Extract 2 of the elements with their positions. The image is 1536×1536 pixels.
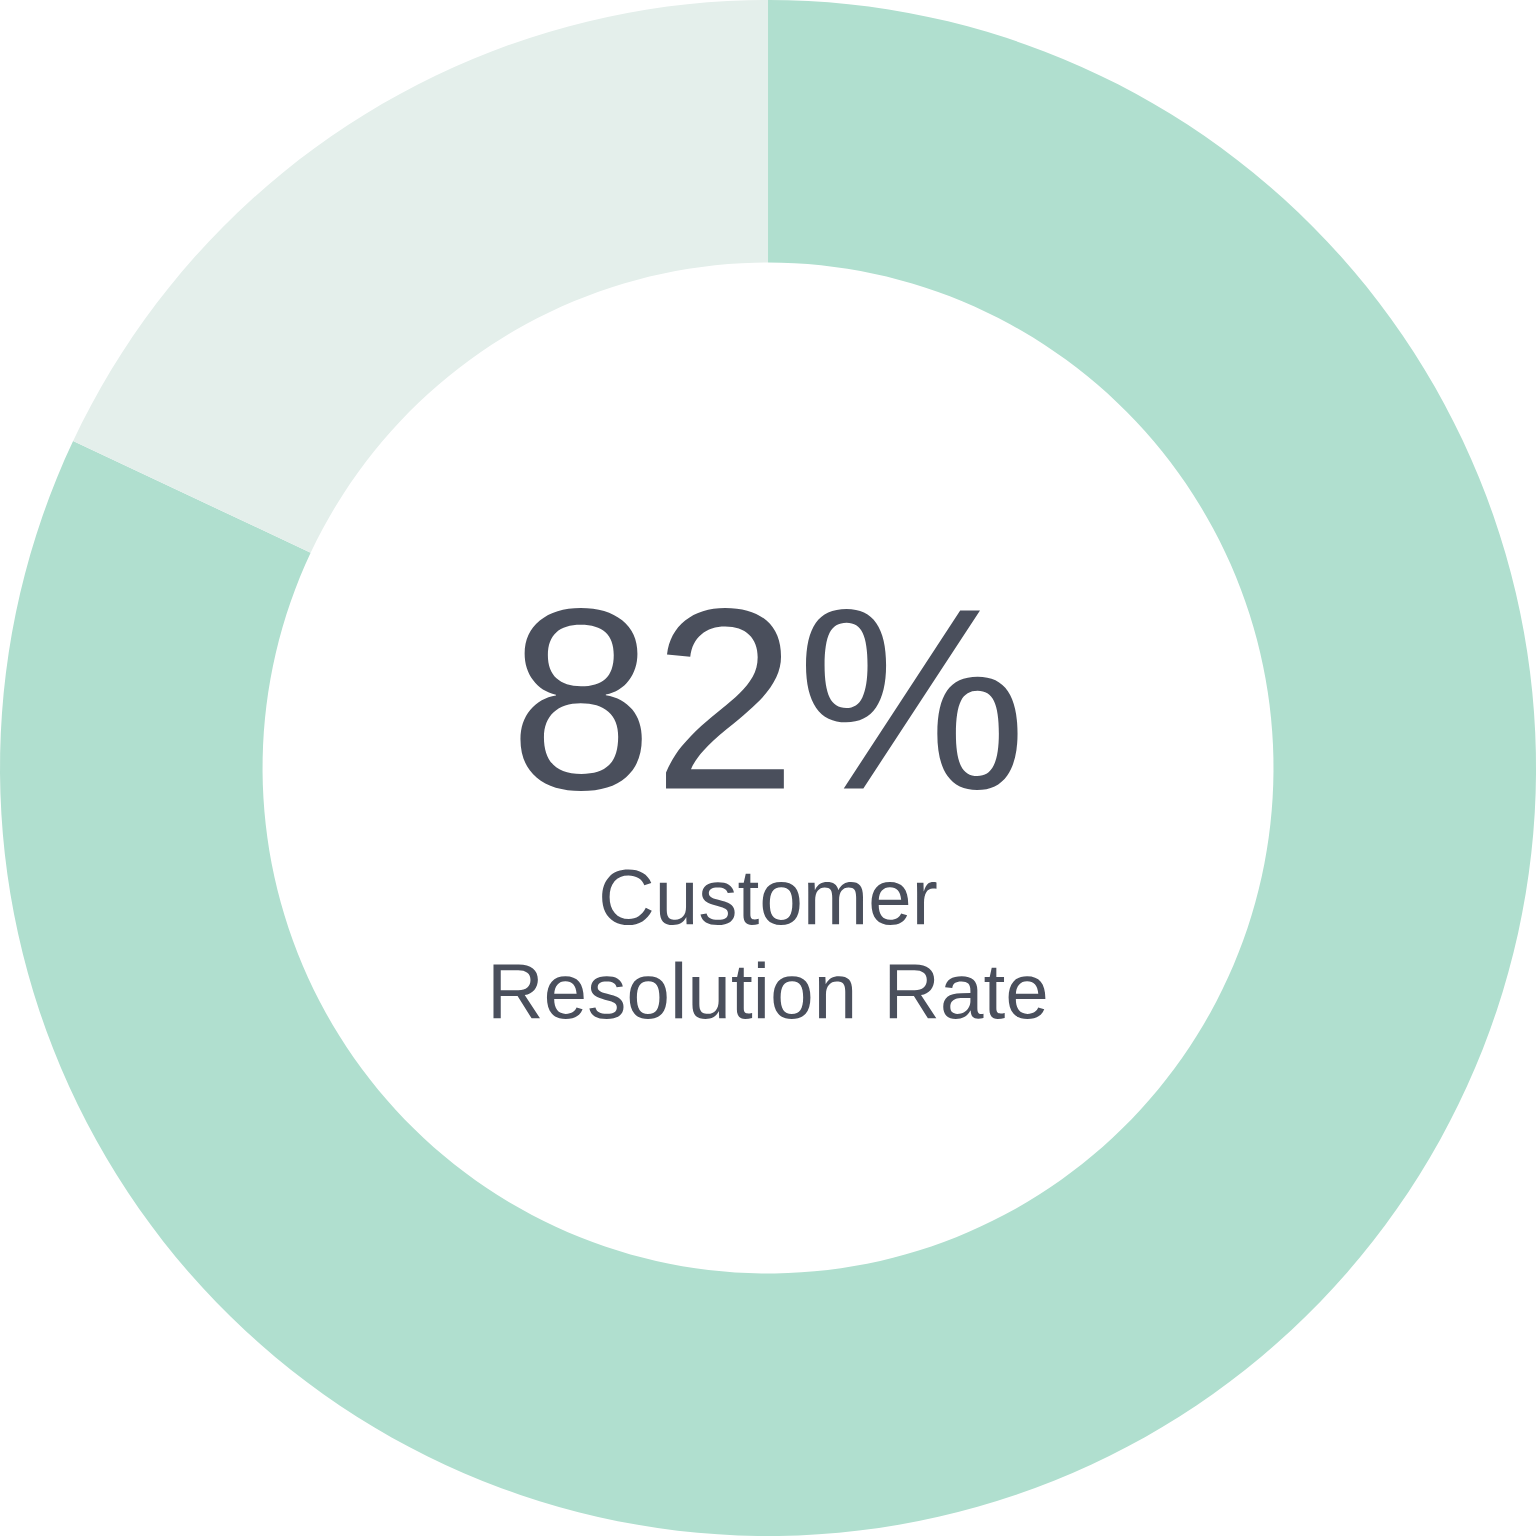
data-label: 82% — [520, 607, 1018, 791]
text: Customer Resolution Rate — [493, 869, 1046, 1020]
